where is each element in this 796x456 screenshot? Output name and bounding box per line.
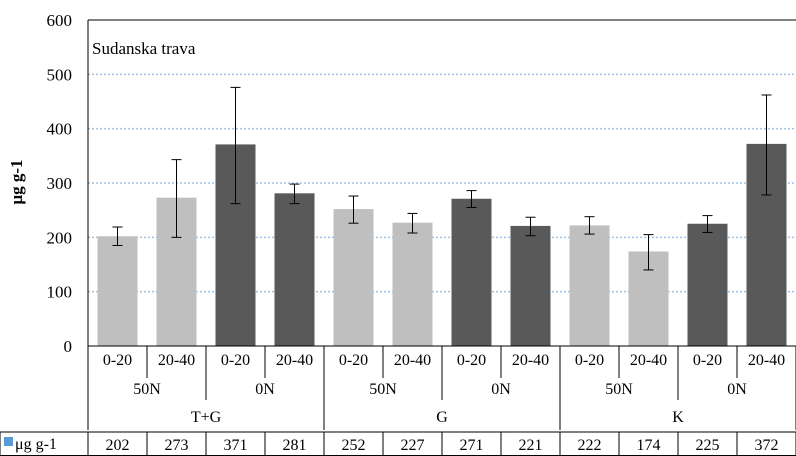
y-tick-label: 500 [47,65,73,84]
gridlines [88,19,796,293]
x-tick-label-depth: 20-40 [276,352,313,369]
bar [510,225,551,346]
table-value: 281 [283,437,307,454]
bars [97,143,787,346]
table-value: 221 [519,437,543,454]
data-table: μg g-1 202 273 371 281 252 227 271 221 222 174 225 3… [0,431,796,456]
chart-annotation: Sudanska trava [92,39,196,58]
bar [392,222,433,346]
legend-swatch [4,437,13,446]
y-tick-label: 400 [47,120,73,139]
bar [333,209,374,346]
table-value: 371 [224,437,248,454]
y-tick-label: 100 [47,283,73,302]
series-name-label: μg g-1 [15,436,57,453]
y-tick-label: 200 [47,228,73,247]
y-tick-label: 0 [64,337,73,356]
y-tick-label: 300 [47,174,73,193]
x-tick-label-depth: 0-20 [221,352,250,369]
x-group-label-n: 0N [727,381,747,398]
bar [569,225,610,346]
x-tick-label-depth: 20-40 [630,352,667,369]
x-tick-label-depth: 20-40 [158,352,195,369]
x-group-label-site: T+G [191,409,222,426]
x-group-label-site: G [436,409,448,426]
table-value: 252 [342,437,366,454]
x-axis: 0-20 20-40 0-20 20-40 0-20 20-40 0-20 20-40 0-20… [87,345,796,430]
bar [274,193,315,346]
x-tick-label-depth: 0-20 [693,352,722,369]
bar [687,223,728,346]
x-tick-label-depth: 0-20 [575,352,604,369]
table-value: 202 [106,437,130,454]
x-group-label-site: K [672,409,684,426]
bar [451,198,492,346]
x-tick-label-depth: 20-40 [394,352,431,369]
bar [97,236,138,346]
x-tick-label-depth: 0-20 [457,352,486,369]
x-group-label-n: 50N [133,381,161,398]
x-group-label-n: 0N [255,381,275,398]
y-axis-title: μg g-1 [7,159,26,204]
x-tick-label-depth: 0-20 [103,352,132,369]
y-axis: 0 100 200 300 400 500 600 [47,11,89,356]
table-value: 174 [637,437,661,454]
error-bars [112,86,772,271]
table-value: 225 [696,437,720,454]
x-tick-label-depth: 20-40 [512,352,549,369]
table-value: 222 [578,437,602,454]
x-tick-label-depth: 20-40 [748,352,785,369]
table-value: 227 [401,437,425,454]
y-tick-label: 600 [47,11,73,30]
table-value: 372 [755,437,779,454]
table-value: 273 [165,437,189,454]
table-value: 271 [460,437,484,454]
x-group-label-n: 50N [369,381,397,398]
x-group-label-n: 0N [491,381,511,398]
x-group-label-n: 50N [605,381,633,398]
x-tick-label-depth: 0-20 [339,352,368,369]
